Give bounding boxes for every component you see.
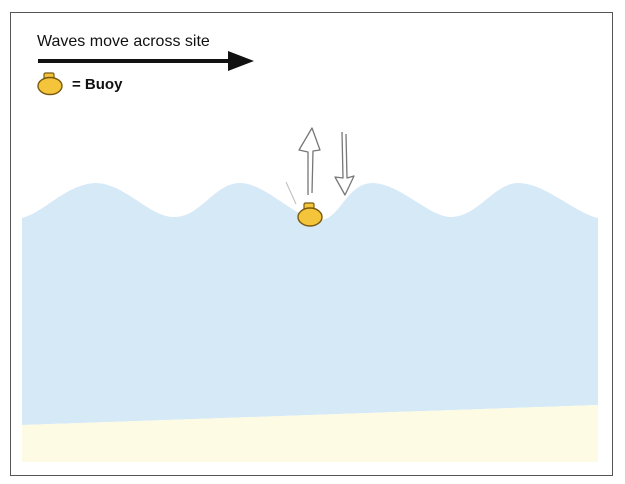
sand (22, 405, 598, 462)
wave-direction-arrow-head (228, 51, 254, 71)
legend-buoy-label: = Buoy (72, 76, 123, 93)
water (22, 183, 598, 425)
diagram-caption: Waves move across site (37, 33, 210, 50)
up-motion-arrow (298, 127, 321, 195)
buoy (297, 202, 323, 227)
sketch-mark (285, 181, 297, 205)
down-motion-arrow (334, 131, 355, 196)
buoy-icon (37, 72, 63, 96)
